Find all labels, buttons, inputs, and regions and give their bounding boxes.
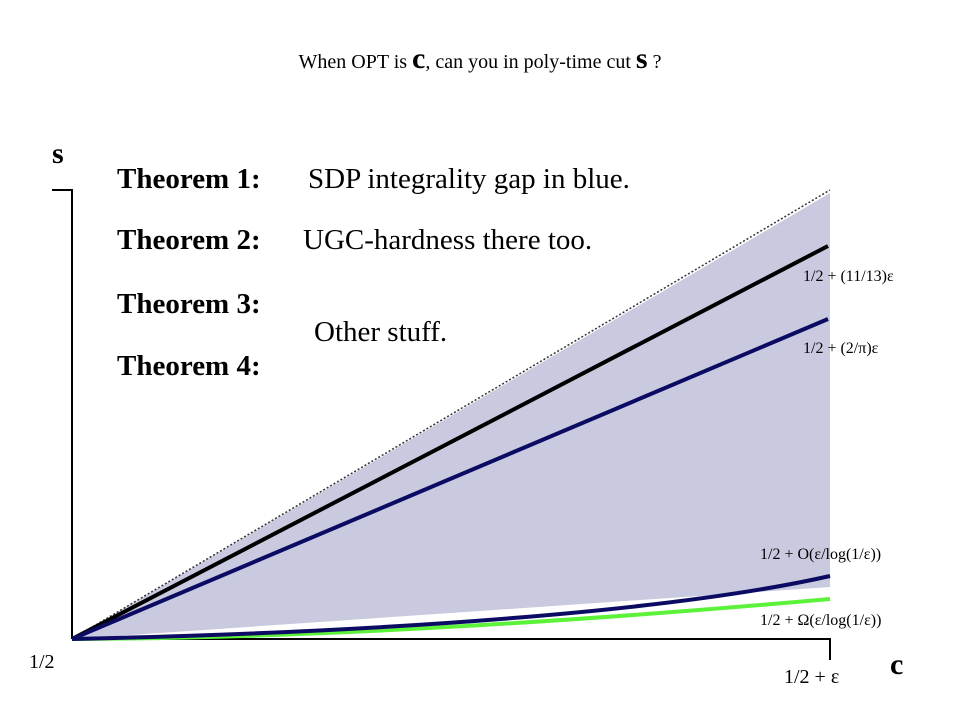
x-end-label: 1/2 + ε <box>784 666 840 688</box>
title-prefix: When OPT is <box>298 51 408 73</box>
theorem-1-text: SDP integrality gap in blue. <box>308 163 630 195</box>
y-axis-label: s <box>52 137 64 170</box>
title-s: s <box>635 42 648 75</box>
label-big-o: 1/2 + O(ε/log(1/ε)) <box>760 546 882 563</box>
y-axis <box>52 189 73 639</box>
slide-title: When OPT is c, can you in poly-time cut … <box>0 42 960 76</box>
other-stuff-text: Other stuff. <box>314 316 448 348</box>
theorem-4-label: Theorem 4: <box>117 350 261 382</box>
title-suffix: ? <box>652 51 662 73</box>
x-axis-label: c <box>890 648 904 681</box>
label-2-pi: 1/2 + (2/π)ε <box>803 340 879 357</box>
title-c: c <box>412 42 426 75</box>
curve-11-13 <box>71 244 829 641</box>
x-axis <box>72 638 831 660</box>
curve-2-pi <box>71 317 829 641</box>
theorem-2-text: UGC-hardness there too. <box>303 224 593 256</box>
label-11-13: 1/2 + (11/13)ε <box>803 268 894 285</box>
theorem-2-label: Theorem 2: <box>117 224 261 256</box>
curve-big-o <box>71 574 831 641</box>
theorem-1-label: Theorem 1: <box>117 163 261 195</box>
sdp-gap-region <box>72 193 830 639</box>
diagonal-dotted-line <box>71 189 831 640</box>
label-omega: 1/2 + Ω(ε/log(1/ε)) <box>760 612 882 629</box>
origin-label: 1/2 <box>29 651 55 673</box>
theorem-3-label: Theorem 3: <box>117 288 261 320</box>
title-middle: , can you in poly-time cut <box>425 51 631 73</box>
